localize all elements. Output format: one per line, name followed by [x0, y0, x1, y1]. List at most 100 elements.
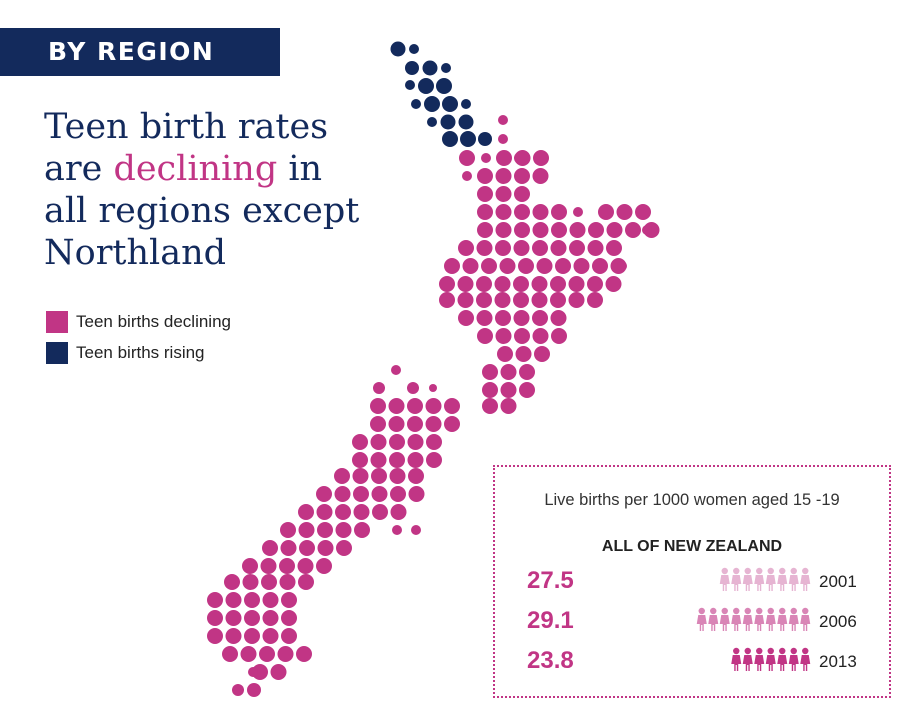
rate-row-2006: 29.1 2006	[495, 607, 889, 637]
legend-label-rising: Teen births rising	[76, 343, 205, 362]
south-island-dot	[370, 398, 386, 414]
north-island-dot	[551, 204, 567, 220]
south-island-dot	[281, 592, 297, 608]
south-island-dot	[259, 646, 275, 662]
south-island-dot	[298, 522, 315, 538]
north-island-dot	[573, 258, 590, 274]
south-island-dot	[262, 540, 278, 556]
person-icon	[788, 607, 799, 631]
person-icon	[719, 607, 730, 631]
north-island-dot	[481, 153, 491, 163]
north-island-dot	[495, 310, 511, 326]
north-island-dot	[496, 150, 512, 166]
south-island-dot	[244, 610, 260, 626]
north-island-dot	[531, 276, 548, 292]
north-island-dot	[598, 204, 614, 220]
northland-dot	[442, 96, 458, 112]
south-island-dot	[317, 540, 334, 556]
northland-dot	[405, 61, 419, 75]
north-island-dot	[497, 346, 513, 362]
north-island-dot	[482, 398, 498, 414]
south-island-dot	[232, 684, 244, 696]
south-island-dot	[336, 540, 352, 556]
northland-dot	[441, 63, 451, 73]
south-island-dot	[392, 525, 402, 535]
northland-dot	[478, 132, 492, 146]
south-island-dot	[316, 486, 332, 502]
north-island-dot	[458, 310, 474, 326]
rate-value-2013: 23.8	[527, 647, 574, 674]
north-island-dot	[476, 240, 493, 256]
north-island-dot	[532, 240, 548, 256]
northland-dot	[422, 60, 438, 76]
south-island-dot	[407, 382, 419, 394]
south-island-dot	[429, 384, 437, 392]
headline-highlight: declining	[113, 149, 278, 189]
north-island-dot	[550, 276, 566, 292]
person-icon	[788, 567, 799, 591]
south-island-dot	[242, 558, 258, 574]
north-island-dot	[514, 328, 530, 344]
person-icon	[777, 647, 788, 671]
south-island-dot	[371, 468, 387, 484]
south-island-dot	[370, 452, 387, 468]
north-island-dot	[462, 258, 479, 274]
north-island-dot	[606, 222, 623, 238]
north-island-dot	[495, 328, 512, 344]
person-icon	[777, 607, 788, 631]
north-island-dot	[482, 364, 498, 380]
south-island-dot	[352, 434, 368, 450]
south-island-dot	[444, 398, 460, 414]
north-island-dot	[513, 292, 529, 308]
person-icon	[800, 567, 811, 591]
south-island-dot	[391, 365, 401, 375]
north-island-dot	[500, 398, 517, 414]
south-island-dot	[281, 628, 297, 644]
person-icon	[742, 647, 753, 671]
north-island-dot	[617, 261, 627, 271]
north-island-dot	[587, 276, 603, 292]
headline-line-2-end: in	[277, 149, 323, 189]
south-island-dot	[408, 468, 424, 484]
north-island-dot	[513, 276, 529, 292]
north-island-dot	[477, 204, 493, 220]
south-island-dot	[260, 558, 277, 574]
south-island-dot	[334, 486, 351, 502]
south-island-dot	[296, 646, 312, 662]
north-island-dot	[587, 240, 604, 256]
south-island-dot	[353, 504, 370, 520]
north-island-dot	[495, 204, 512, 220]
rate-row-2013: 23.8 2013	[495, 647, 889, 677]
person-icon	[731, 567, 742, 591]
north-island-dot	[635, 204, 651, 220]
north-island-dot	[536, 258, 553, 274]
person-icon	[800, 607, 811, 631]
north-island-dot	[515, 346, 532, 362]
north-island-dot	[532, 328, 549, 344]
south-island-dot	[281, 610, 297, 626]
south-island-dot	[426, 434, 442, 450]
south-island-dot	[248, 667, 258, 677]
legend-swatch-rising	[46, 342, 68, 364]
south-island-dot	[244, 628, 260, 644]
south-island-dot	[298, 574, 314, 590]
south-island-dot	[207, 592, 223, 608]
legend-swatch-declining	[46, 311, 68, 333]
year-label-2001: 2001	[819, 572, 857, 591]
south-island-dot	[240, 646, 257, 662]
north-island-dot	[514, 186, 530, 202]
rate-value-2001: 27.5	[527, 567, 574, 594]
north-island-dot	[514, 150, 531, 166]
south-island-dot	[407, 452, 424, 468]
person-icon	[731, 607, 742, 631]
north-island-dot	[518, 258, 534, 274]
person-icons-2013	[731, 647, 811, 671]
south-island-dot	[277, 646, 294, 662]
south-island-dot	[225, 610, 242, 626]
south-island-dot	[316, 558, 332, 574]
north-island-dot	[439, 276, 455, 292]
south-island-dot	[279, 574, 296, 590]
person-icon	[708, 607, 719, 631]
north-island-dot	[513, 240, 530, 256]
south-island-dot	[298, 504, 314, 520]
